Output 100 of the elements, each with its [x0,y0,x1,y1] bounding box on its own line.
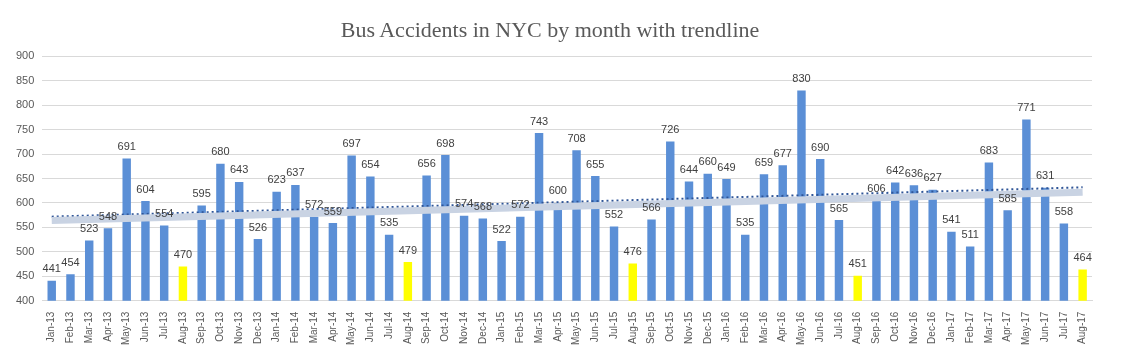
x-tick-label: Aug-16 [851,311,863,344]
data-label: 479 [398,243,418,256]
data-label: 643 [229,163,249,176]
data-label: 554 [155,206,174,219]
data-label: 535 [736,216,755,229]
x-tick-label: Aug-17 [1076,311,1088,344]
data-label: 523 [80,222,99,235]
x-tick-label: Feb-17 [963,311,975,344]
y-tick-label: 600 [15,195,35,208]
data-label: 697 [342,137,361,150]
x-tick-label: Dec-16 [926,311,938,344]
data-label: 660 [698,155,717,168]
x-tick-label: Sep-14 [420,311,432,344]
data-label: 526 [248,220,268,233]
y-tick-label: 450 [15,269,35,282]
data-label: 606 [867,181,886,194]
chart-title: Bus Accidents in NYC by month with trendline [340,16,760,42]
x-tick-label: Sep-13 [195,311,207,344]
y-tick-label: 400 [15,293,35,306]
y-tick-label: 900 [15,49,35,62]
x-tick-label: Jan-16 [720,311,732,343]
data-label: 654 [361,158,380,171]
data-label: 623 [267,173,286,186]
data-label: 572 [304,198,324,211]
data-label: 522 [492,222,511,235]
x-tick-label: Feb-15 [514,311,526,344]
x-tick-label: Apr-13 [101,311,113,342]
y-tick-label: 700 [15,147,35,160]
data-label: 655 [586,157,605,170]
data-label: 830 [792,72,811,85]
x-tick-label: Apr-16 [776,311,788,342]
data-label: 631 [1035,169,1055,182]
y-tick-label: 550 [15,220,35,233]
x-tick-label: Mar-15 [532,311,544,344]
data-label: 683 [979,143,999,156]
x-tick-label: Aug-13 [176,311,188,344]
x-tick-label: Jul-16 [832,311,844,339]
data-label: 568 [473,200,493,213]
x-tick-label: Oct-13 [214,311,226,342]
x-tick-label: Dec-15 [701,311,713,344]
x-tick-label: Aug-14 [401,311,413,344]
data-label: 680 [211,145,230,158]
x-tick-label: Jan-17 [945,311,957,343]
data-label: 441 [42,262,61,275]
x-tick-label: Aug-15 [626,311,638,344]
x-tick-label: Jun-14 [364,311,376,343]
x-tick-label: May-16 [795,311,807,346]
x-tick-label: Feb-16 [738,311,750,344]
x-tick-label: Nov-13 [232,311,244,344]
data-label: 637 [286,166,305,179]
data-label: 691 [117,140,136,153]
data-label: 558 [1054,205,1074,217]
x-tick-label: Jul-17 [1057,311,1069,339]
x-tick-label: Jan-13 [45,311,57,343]
data-label: 636 [904,166,924,179]
x-tick-label: Jun-17 [1038,311,1050,343]
x-tick-label: Oct-15 [664,311,676,342]
y-tick-label: 650 [15,171,35,184]
x-tick-label: Sep-16 [870,311,882,344]
data-label: 470 [173,247,193,260]
x-tick-label: Mar-17 [982,311,994,344]
x-tick-label: Mar-16 [757,311,769,344]
x-tick-label: Jul-13 [157,311,169,339]
data-label: 511 [961,227,979,240]
data-label: 690 [811,140,830,153]
data-label: 627 [923,171,942,184]
data-label: 559 [323,204,343,217]
x-tick-label: Apr-15 [551,311,563,342]
x-tick-label: Mar-13 [82,311,94,344]
x-tick-label: Dec-13 [251,311,263,344]
y-tick-label: 850 [15,73,35,86]
data-label: 552 [604,207,624,220]
x-tick-label: Nov-14 [457,311,469,344]
x-tick-label: Feb-13 [64,311,76,344]
data-label: 464 [1073,250,1092,263]
x-tick-label: Jul-15 [607,311,619,339]
data-label: 548 [98,209,118,222]
data-label: 476 [623,245,642,258]
x-tick-label: May-13 [120,311,132,346]
x-tick-label: Jul-14 [382,311,394,339]
x-tick-label: Nov-16 [907,311,919,344]
y-tick-label: 500 [15,244,35,257]
data-label: 600 [548,184,567,197]
data-label: 572 [511,198,530,211]
x-tick-label: Dec-14 [476,311,488,344]
data-label: 451 [848,257,867,270]
x-tick-label: May-15 [570,311,582,346]
x-tick-label: Apr-14 [326,311,338,342]
data-label: 649 [717,160,736,173]
data-label: 566 [642,201,661,214]
data-label: 585 [998,191,1017,204]
data-label: 771 [1017,100,1036,113]
y-tick-label: 800 [15,98,35,111]
data-label: 454 [61,255,80,268]
data-label: 574 [454,197,474,210]
data-label: 708 [567,131,586,144]
x-tick-label: Apr-17 [1001,311,1013,342]
data-label: 656 [417,157,436,170]
x-tick-label: Sep-15 [645,311,657,344]
x-tick-label: Jan-15 [495,311,507,343]
